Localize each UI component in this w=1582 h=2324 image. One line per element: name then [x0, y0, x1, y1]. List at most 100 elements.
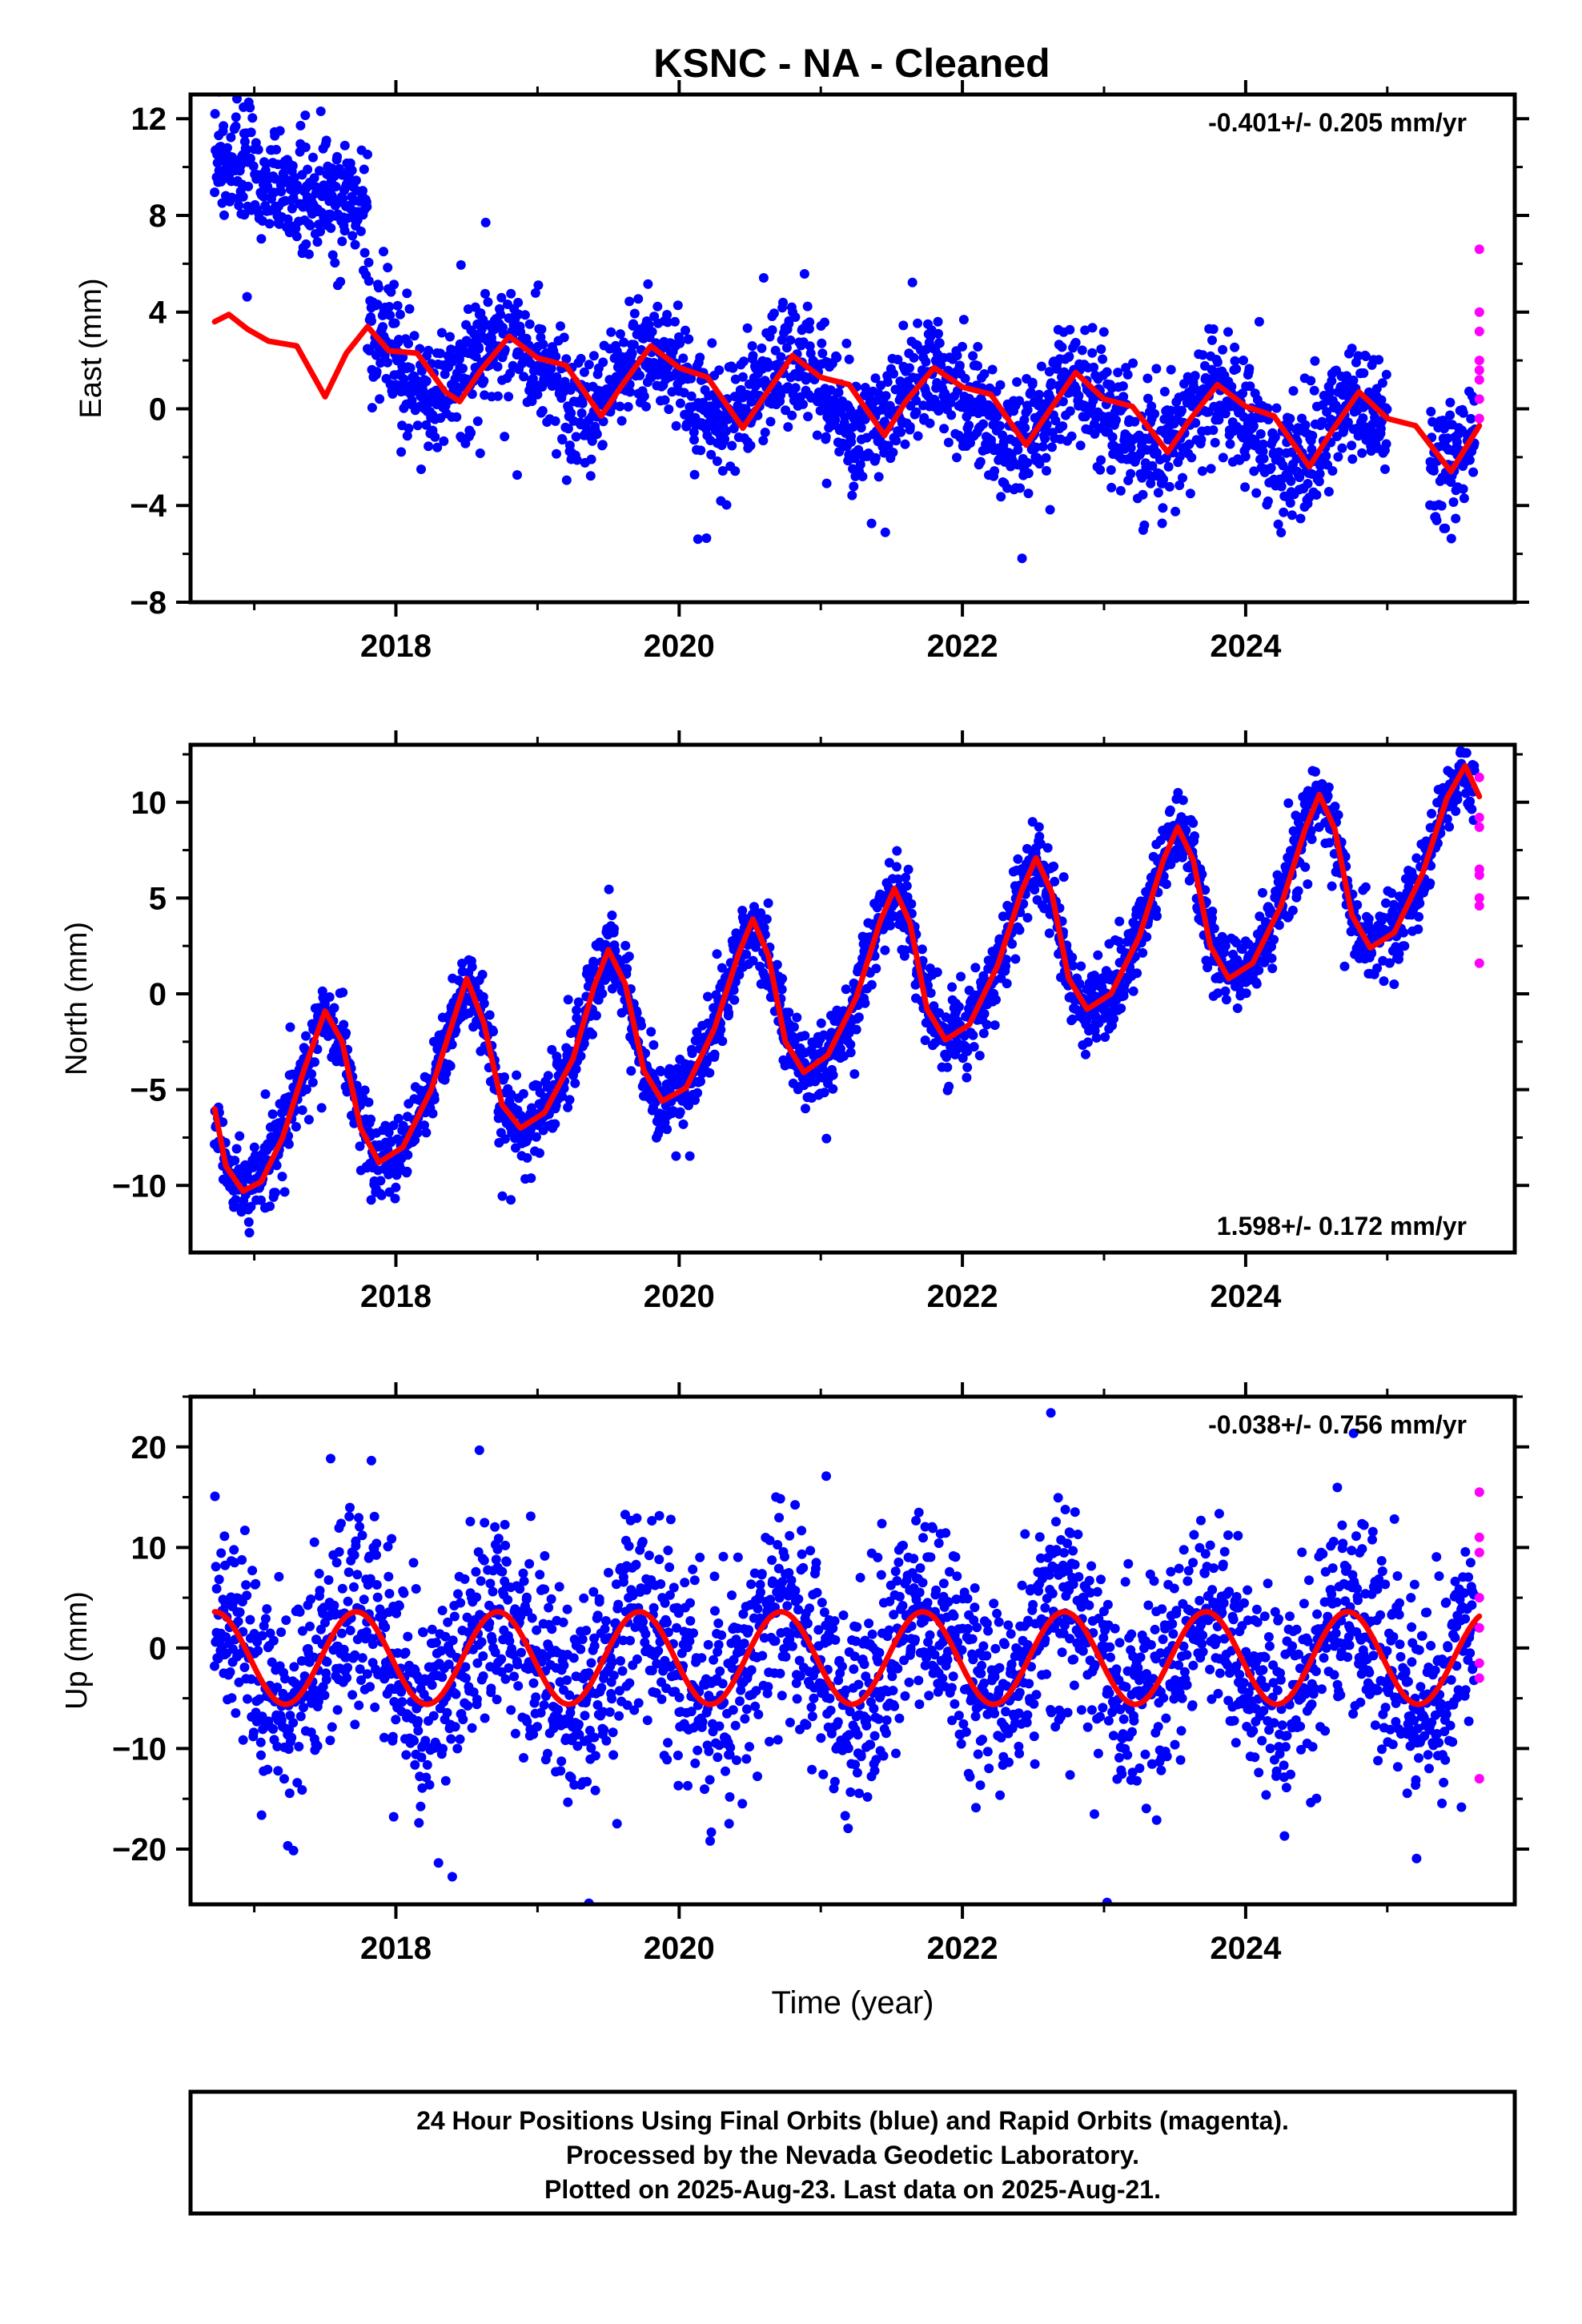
east-final-point: [1158, 503, 1168, 513]
north-final-point: [1308, 718, 1318, 728]
east-final-point: [321, 135, 331, 146]
north-final-point: [622, 963, 632, 974]
east-final-point: [506, 288, 516, 299]
east-final-point: [1311, 490, 1322, 500]
east-final-point: [1143, 393, 1153, 404]
north-final-point: [962, 1072, 972, 1083]
north-final-point: [403, 1150, 413, 1160]
north-final-point: [1200, 885, 1211, 895]
east-final-point: [1321, 451, 1331, 461]
north-final-point: [500, 1072, 509, 1082]
north-final-point: [991, 995, 1001, 1005]
east-final-point: [339, 226, 350, 236]
north-final-point: [1324, 838, 1335, 848]
north-final-point: [1394, 948, 1404, 959]
east-final-point: [1238, 388, 1248, 399]
east-final-point: [925, 418, 935, 428]
east-final-point: [647, 327, 657, 337]
north-final-point: [926, 988, 936, 998]
east-final-point: [707, 338, 717, 348]
north-final-point: [1209, 923, 1219, 934]
east-final-point: [1295, 513, 1306, 524]
north-final-point: [900, 945, 910, 955]
north-final-point: [709, 1003, 719, 1013]
east-final-point: [1210, 437, 1220, 448]
north-final-point: [531, 1132, 541, 1142]
east-final-point: [907, 277, 917, 287]
east-final-point: [1017, 553, 1027, 564]
east-final-point: [767, 325, 777, 336]
north-final-point: [1074, 979, 1085, 989]
east-final-point: [730, 374, 741, 384]
north-final-point: [410, 1135, 420, 1145]
east-final-point: [1185, 489, 1195, 499]
east-final-point: [1070, 337, 1081, 348]
north-final-point: [1307, 834, 1317, 844]
east-final-point: [407, 396, 417, 406]
east-final-point: [1458, 408, 1468, 418]
east-final-point: [375, 394, 385, 404]
east-rate-annotation: -0.401+/- 0.205 mm/yr: [1208, 108, 1467, 137]
east-final-point: [504, 392, 514, 402]
north-final-point: [1190, 831, 1199, 841]
east-final-point: [689, 469, 700, 480]
east-final-point: [239, 210, 250, 220]
east-final-point: [512, 470, 522, 480]
east-final-point: [480, 217, 491, 227]
east-final-point: [1098, 354, 1108, 364]
east-final-point: [1230, 356, 1240, 366]
east-final-point: [783, 382, 793, 392]
east-final-point: [1376, 395, 1387, 405]
east-final-point: [701, 533, 712, 543]
east-final-point: [1089, 362, 1099, 372]
north-final-point: [1461, 725, 1471, 734]
east-final-point: [1118, 381, 1128, 392]
east-final-point: [404, 423, 414, 433]
north-final-point: [1010, 954, 1021, 964]
north-final-point: [1258, 887, 1267, 898]
east-final-point: [1207, 335, 1217, 345]
north-final-point: [816, 1018, 826, 1028]
north-final-point: [488, 1027, 498, 1037]
north-final-point: [1460, 788, 1471, 798]
north-final-point: [291, 1122, 301, 1132]
north-final-point: [366, 1114, 376, 1124]
east-final-point: [1358, 413, 1368, 424]
east-final-point: [1381, 439, 1391, 449]
north-final-point: [1300, 862, 1311, 872]
east-final-point: [821, 432, 831, 442]
east-final-point: [1158, 474, 1169, 485]
east-final-point: [1064, 352, 1074, 362]
east-final-point: [995, 380, 1006, 390]
north-final-point: [947, 982, 958, 992]
east-final-point: [245, 154, 255, 164]
north-final-point: [246, 1201, 256, 1212]
east-final-point: [597, 440, 608, 450]
east-final-point: [1333, 452, 1343, 462]
east-final-point: [315, 107, 326, 116]
east-final-point: [606, 327, 616, 337]
east-final-point: [627, 348, 637, 359]
east-final-point: [776, 352, 786, 362]
east-final-point: [405, 363, 416, 373]
east-final-point: [404, 339, 413, 349]
east-final-point: [392, 300, 403, 311]
east-final-point: [363, 275, 374, 286]
north-final-point: [800, 1031, 810, 1041]
east-plot-area: [210, 94, 1484, 564]
north-final-point: [942, 1062, 953, 1072]
north-final-point: [944, 1081, 954, 1092]
east-final-point: [1142, 373, 1153, 384]
east-final-point: [790, 383, 801, 393]
north-final-point: [1152, 911, 1162, 921]
east-final-point: [496, 292, 507, 303]
north-final-point: [729, 985, 739, 995]
east-final-point: [1170, 506, 1181, 517]
east-final-point: [1040, 433, 1050, 444]
east-final-point: [292, 180, 303, 191]
north-final-point: [1093, 950, 1103, 960]
north-final-point: [1251, 979, 1262, 989]
north-final-point: [428, 1108, 438, 1119]
east-final-point: [337, 236, 347, 247]
east-final-point: [870, 452, 881, 463]
